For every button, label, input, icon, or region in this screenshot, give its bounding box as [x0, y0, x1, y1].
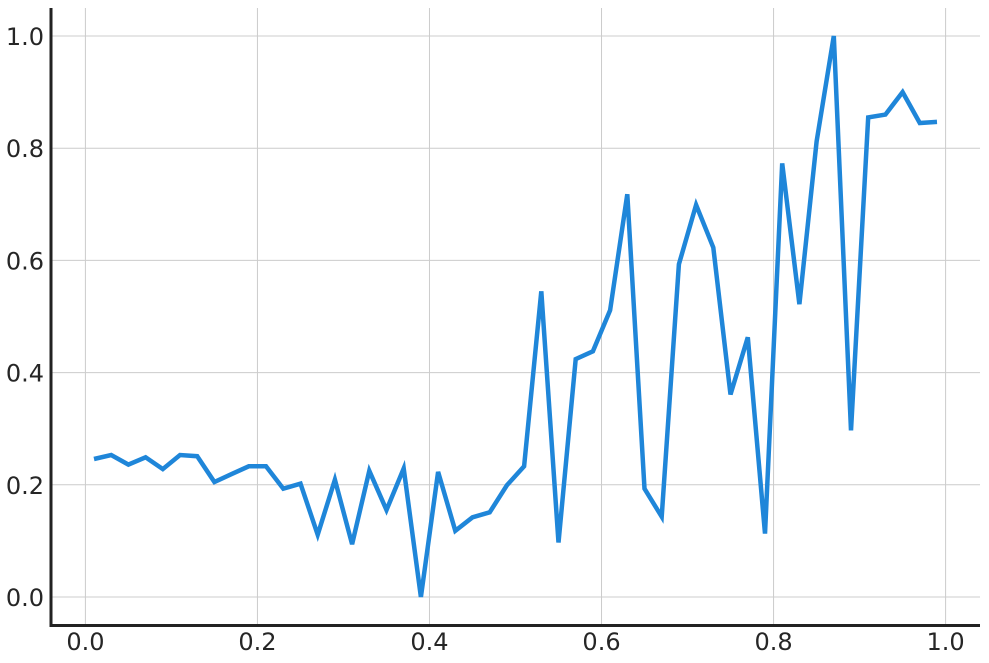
x-tick-label: 0.4	[410, 628, 448, 656]
series-layer	[93, 35, 938, 598]
y-tick-label: 0.0	[6, 584, 44, 612]
y-tick-label: 0.6	[6, 247, 44, 275]
y-tick-labels: 0.0 0.2 0.4 0.6 0.8 1.0	[6, 23, 44, 612]
grid	[51, 8, 980, 625]
x-tick-label: 0.8	[754, 628, 792, 656]
x-tick-label: 0.6	[582, 628, 620, 656]
x-tick-label: 0.0	[66, 628, 104, 656]
x-tick-label: 0.2	[238, 628, 276, 656]
y-tick-label: 0.4	[6, 360, 44, 388]
series-line	[93, 35, 938, 598]
y-tick-label: 0.2	[6, 472, 44, 500]
y-tick-label: 1.0	[6, 23, 44, 51]
y-tick-label: 0.8	[6, 135, 44, 163]
x-tick-label: 1.0	[927, 628, 965, 656]
x-tick-labels: 0.0 0.2 0.4 0.6 0.8 1.0	[66, 628, 964, 656]
